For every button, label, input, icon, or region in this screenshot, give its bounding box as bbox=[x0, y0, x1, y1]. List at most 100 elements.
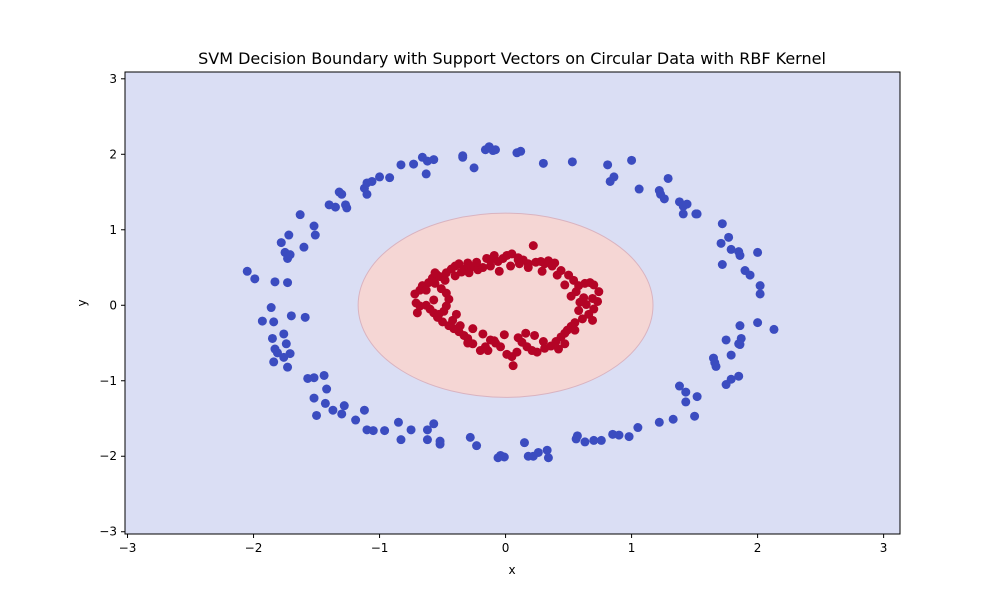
outer-class-point bbox=[490, 145, 500, 155]
inner-class-point bbox=[483, 346, 493, 356]
outer-class-point bbox=[674, 381, 684, 391]
inner-class-point bbox=[513, 255, 523, 265]
outer-class-point bbox=[396, 435, 406, 445]
x-tick-label: −2 bbox=[245, 541, 263, 555]
plot-area bbox=[124, 71, 901, 535]
outer-class-point bbox=[283, 278, 293, 288]
outer-class-point bbox=[735, 250, 745, 260]
outer-class-point bbox=[493, 453, 503, 463]
inner-class-point bbox=[429, 295, 439, 305]
outer-class-point bbox=[286, 311, 296, 321]
inner-class-point bbox=[440, 275, 450, 285]
outer-class-point bbox=[279, 352, 289, 362]
scatter-points bbox=[242, 142, 779, 463]
inner-class-point bbox=[444, 294, 454, 304]
outer-class-point bbox=[516, 146, 526, 156]
outer-class-point bbox=[429, 419, 439, 429]
y-tick-label: −3 bbox=[99, 525, 117, 539]
inner-class-point bbox=[478, 263, 488, 273]
outer-class-point bbox=[710, 358, 720, 368]
outer-class-point bbox=[312, 410, 322, 420]
y-axis-label: y bbox=[75, 299, 89, 306]
x-tick-label: −3 bbox=[119, 541, 137, 555]
inner-class-point bbox=[513, 333, 523, 343]
inner-class-point bbox=[593, 296, 603, 306]
outer-class-point bbox=[721, 335, 731, 345]
outer-class-point bbox=[342, 203, 352, 213]
outer-class-point bbox=[375, 172, 385, 182]
outer-class-point bbox=[396, 160, 406, 170]
outer-class-point bbox=[270, 344, 280, 354]
outer-class-point bbox=[627, 155, 637, 165]
outer-class-point bbox=[303, 373, 313, 383]
outer-class-point bbox=[270, 277, 280, 287]
outer-class-point bbox=[538, 158, 548, 168]
outer-class-point bbox=[663, 173, 673, 183]
inner-class-point bbox=[478, 329, 488, 339]
outer-class-point bbox=[281, 339, 291, 349]
y-axis-ticks: −3 −2 −1 0 1 2 3 bbox=[99, 72, 125, 539]
inner-class-point bbox=[494, 266, 504, 276]
inner-class-point bbox=[574, 306, 584, 316]
inner-class-point bbox=[455, 321, 465, 331]
outer-class-point bbox=[458, 152, 468, 162]
outer-class-point bbox=[543, 453, 553, 463]
outer-class-point bbox=[367, 176, 377, 186]
x-axis-label: x bbox=[508, 563, 515, 577]
inner-class-point bbox=[570, 325, 580, 335]
inner-class-point bbox=[566, 291, 576, 301]
outer-class-point bbox=[269, 357, 279, 367]
inner-class-point bbox=[485, 261, 495, 271]
outer-class-point bbox=[319, 370, 329, 380]
inner-class-point bbox=[537, 266, 547, 276]
outer-class-point bbox=[362, 189, 372, 199]
inner-class-point bbox=[468, 324, 478, 334]
outer-class-point bbox=[279, 329, 289, 339]
outer-class-point bbox=[299, 242, 309, 252]
y-tick-label: −1 bbox=[99, 374, 117, 388]
inner-class-point bbox=[560, 280, 570, 290]
outer-class-point bbox=[633, 423, 643, 433]
inner-class-point bbox=[553, 344, 563, 354]
outer-class-point bbox=[409, 159, 419, 169]
outer-class-point bbox=[276, 238, 286, 248]
x-axis-ticks: −3 −2 −1 0 1 2 3 bbox=[119, 534, 887, 555]
outer-class-point bbox=[717, 219, 727, 229]
y-tick-label: 0 bbox=[109, 298, 117, 312]
outer-class-point bbox=[309, 393, 319, 403]
inner-class-point bbox=[411, 298, 421, 308]
inner-class-point bbox=[430, 278, 440, 288]
outer-class-point bbox=[603, 160, 613, 170]
outer-class-point bbox=[300, 312, 310, 322]
outer-class-point bbox=[724, 232, 734, 242]
inner-class-point bbox=[575, 297, 585, 307]
outer-class-point bbox=[567, 157, 577, 167]
outer-class-point bbox=[472, 441, 482, 451]
outer-class-point bbox=[362, 425, 372, 435]
inner-class-point bbox=[489, 336, 499, 346]
inner-class-point bbox=[523, 263, 533, 273]
outer-class-point bbox=[283, 362, 293, 372]
outer-class-point bbox=[267, 333, 277, 343]
outer-class-point bbox=[753, 247, 763, 257]
outer-class-point bbox=[465, 432, 475, 442]
inner-class-point bbox=[451, 309, 461, 319]
outer-class-point bbox=[572, 431, 582, 441]
outer-class-point bbox=[692, 209, 702, 219]
outer-class-point bbox=[523, 451, 533, 461]
outer-class-point bbox=[589, 435, 599, 445]
inner-class-point bbox=[506, 261, 516, 271]
outer-class-point bbox=[690, 411, 700, 421]
x-tick-label: 2 bbox=[754, 541, 762, 555]
outer-class-point bbox=[624, 432, 634, 442]
x-tick-label: 0 bbox=[502, 541, 510, 555]
outer-class-point bbox=[328, 405, 338, 415]
outer-class-point bbox=[608, 429, 618, 439]
chart-title: SVM Decision Boundary with Support Vecto… bbox=[198, 49, 826, 68]
outer-class-point bbox=[580, 437, 590, 447]
inner-class-point bbox=[530, 330, 540, 340]
outer-class-point bbox=[717, 260, 727, 269]
inner-class-point bbox=[430, 268, 440, 278]
outer-class-point bbox=[422, 435, 432, 445]
